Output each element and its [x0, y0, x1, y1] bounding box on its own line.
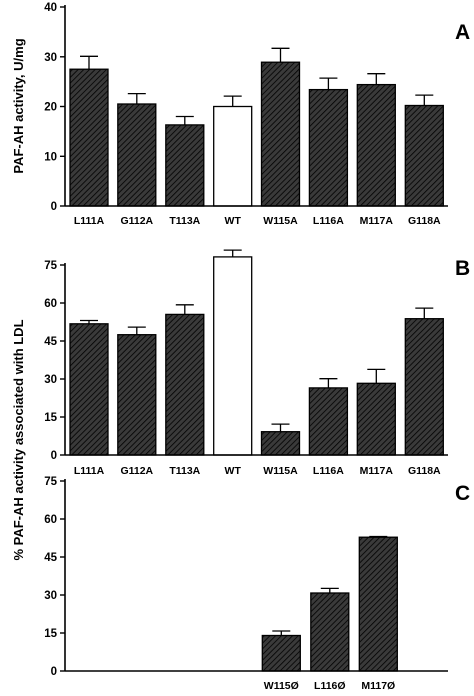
bar-m117a — [356, 83, 396, 207]
y-tick-label: 10 — [44, 151, 57, 163]
panel-c-axes: W115Ø L116Ø M117Ø 0 15 30 45 60 75 — [44, 476, 448, 692]
y-tick-label: 45 — [44, 336, 57, 348]
error-bar — [415, 307, 434, 319]
bar-m117- — [358, 536, 398, 672]
bar-w115a — [260, 431, 301, 456]
bar-g112a — [117, 334, 157, 456]
error-bar — [175, 304, 194, 315]
panel-b: L111A G112A T113A WT W115A L116A M117A G118A 0 15… — [44, 249, 470, 477]
error-bar — [80, 55, 98, 70]
panel-a-letter: A — [455, 21, 470, 44]
bar-t113a — [165, 124, 205, 207]
bar-l111a — [69, 68, 109, 207]
x-tick-label: L116A — [313, 215, 344, 227]
bar-t113a — [165, 313, 205, 456]
bar-l116- — [310, 592, 350, 672]
y-tick-label: 15 — [44, 412, 57, 424]
bar-w115- — [261, 634, 301, 672]
bar-wt — [213, 256, 253, 456]
y-tick-label: 45 — [44, 552, 57, 564]
x-tick-label: WT — [225, 465, 242, 477]
y-tick-label: 30 — [44, 52, 57, 64]
error-bar — [369, 535, 388, 538]
panel-b-axes: L111A G112A T113A WT W115A L116A M117A G118A 0 15… — [44, 260, 448, 477]
x-tick-label: G112A — [120, 465, 153, 477]
bar-m117a — [356, 382, 396, 456]
bar-wt — [213, 105, 253, 207]
panel-bc-ylabel: % PAF-AH activity associated with LDL — [11, 319, 26, 560]
x-tick-label: G118A — [408, 465, 441, 477]
x-tick-label: L111A — [74, 215, 105, 227]
y-tick-label: 20 — [44, 102, 57, 114]
x-tick-label: W115A — [263, 465, 298, 477]
x-tick-label: G112A — [120, 215, 153, 227]
bar-g118a — [404, 104, 444, 207]
panel-a-bars — [69, 47, 444, 207]
error-bar — [367, 368, 386, 384]
x-tick-label: L116A — [313, 465, 344, 477]
y-tick-label: 15 — [44, 628, 57, 640]
x-tick-label: W115A — [263, 215, 298, 227]
y-tick-label: 30 — [44, 590, 57, 602]
x-tick-label: L111A — [74, 465, 105, 477]
error-bar — [127, 326, 146, 335]
x-tick-label: M117A — [360, 465, 394, 477]
y-tick-label: 60 — [44, 298, 57, 310]
error-bar — [223, 95, 242, 107]
error-bar — [271, 423, 290, 432]
panel-c-letter: C — [455, 482, 470, 505]
y-tick-label: 0 — [51, 201, 57, 213]
y-tick-label: 60 — [44, 514, 57, 526]
y-tick-label: 30 — [44, 374, 57, 386]
bar-g112a — [117, 103, 157, 207]
x-tick-label: WT — [225, 215, 242, 227]
error-bar — [175, 115, 194, 125]
panel-b-letter: B — [455, 257, 470, 280]
x-tick-label: G118A — [408, 215, 441, 227]
x-tick-label: M117A — [360, 215, 394, 227]
x-tick-label: W115Ø — [264, 680, 299, 692]
bar-l111a — [69, 323, 109, 456]
y-tick-label: 75 — [44, 260, 57, 272]
x-tick-label: T113A — [169, 465, 200, 477]
y-tick-label: 40 — [44, 2, 57, 14]
bar-l116a — [308, 88, 349, 207]
bar-w115a — [260, 61, 301, 207]
y-tick-label: 75 — [44, 476, 57, 488]
panel-a-axes: L111A G112A T113A WT W115A L116A M117A G118A 0 10… — [44, 2, 448, 227]
error-bar — [127, 92, 146, 104]
panel-c-bars — [261, 535, 398, 672]
y-tick-label: 0 — [51, 666, 57, 678]
error-bar — [271, 47, 290, 63]
y-tick-label: 0 — [51, 450, 57, 462]
panel-b-bars — [69, 249, 444, 456]
x-tick-label: L116Ø — [314, 680, 346, 692]
error-bar — [367, 73, 386, 85]
error-bar — [320, 587, 339, 593]
error-bar — [319, 378, 338, 388]
bar-l116a — [308, 387, 349, 456]
x-tick-label: M117Ø — [361, 680, 395, 692]
panel-a: L111A G112A T113A WT W115A L116A M117A G118A 0 10… — [44, 2, 470, 227]
error-bar — [272, 630, 291, 636]
panel-a-ylabel: PAF-AH activity, U/mg — [11, 38, 26, 173]
panel-c: W115Ø L116Ø M117Ø 0 15 30 45 60 75 C — [44, 476, 470, 692]
error-bar — [80, 319, 98, 324]
error-bar — [415, 94, 434, 106]
bar-g118a — [404, 318, 444, 456]
x-tick-label: T113A — [169, 215, 200, 227]
error-bar — [319, 77, 338, 90]
error-bar — [223, 249, 242, 257]
